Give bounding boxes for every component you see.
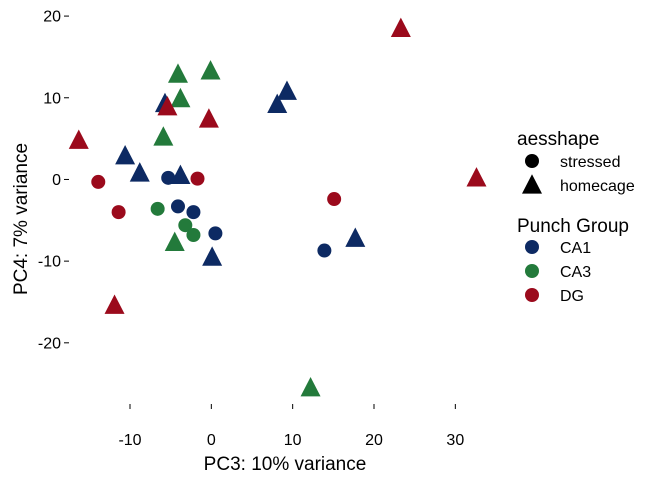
point-dg-triangle (157, 96, 178, 116)
legend-shape-stressed-marker (525, 154, 539, 168)
point-dg-circle (91, 174, 106, 189)
point-ca1-triangle (345, 227, 366, 247)
point-dg-circle (327, 192, 342, 207)
legend-shape-entries: stressed homecage (522, 154, 635, 195)
x-tick-label: -10 (118, 432, 141, 449)
point-ca3-triangle (167, 63, 188, 83)
point-ca1-circle (208, 226, 223, 241)
y-tick-label: -10 (38, 254, 61, 271)
point-ca1-circle (170, 199, 185, 214)
legend-color-entries: CA1 CA3 DG (525, 240, 591, 305)
legend-shape-homecage-marker (522, 174, 542, 194)
point-ca1-circle (161, 170, 176, 185)
point-ca1-circle (317, 243, 332, 258)
y-tick-label: 20 (43, 9, 61, 26)
point-dg-triangle (390, 17, 411, 37)
point-dg-triangle (198, 108, 219, 128)
point-ca3-triangle (153, 126, 174, 146)
x-axis: -10 0 10 20 30 (118, 404, 464, 449)
point-ca3-circle (150, 201, 165, 216)
point-dg-circle (190, 171, 205, 186)
point-ca3-triangle (200, 60, 221, 80)
x-axis-title: PC3: 10% variance (204, 454, 367, 475)
legend-color-ca3-marker (525, 264, 539, 278)
point-ca1-triangle (129, 162, 150, 182)
point-dg-triangle (68, 129, 89, 149)
point-ca3-circle (186, 227, 201, 242)
point-dg-triangle (104, 294, 125, 314)
legend-shape-title: aesshape (517, 129, 599, 150)
point-dg-circle (111, 205, 126, 220)
y-axis: -20 -10 0 10 20 (38, 9, 69, 352)
point-ca3-triangle (164, 231, 185, 252)
legend-color-title: Punch Group (517, 216, 629, 237)
y-tick-label: -20 (38, 335, 61, 352)
x-tick-label: 0 (207, 432, 216, 449)
data-points (68, 17, 487, 397)
point-ca1-triangle (202, 246, 223, 266)
point-ca3-triangle (170, 87, 191, 108)
point-ca1-circle (186, 205, 201, 220)
point-ca3-triangle (300, 377, 321, 397)
x-tick-label: 20 (365, 432, 383, 449)
point-ca1-triangle (276, 80, 297, 100)
legend-color-dg-label: DG (560, 288, 584, 305)
y-axis-title: PC4: 7% variance (11, 143, 32, 295)
legend: aesshape stressed homecage Punch Group CA… (517, 129, 635, 305)
legend-shape-stressed-label: stressed (560, 154, 620, 171)
point-ca1-triangle (170, 164, 191, 185)
y-tick-label: 0 (52, 172, 61, 189)
legend-color-ca1-marker (525, 240, 539, 254)
legend-color-ca3-label: CA3 (560, 264, 591, 281)
point-ca1-triangle (267, 93, 288, 113)
legend-color-ca1-label: CA1 (560, 240, 591, 257)
x-tick-label: 30 (446, 432, 464, 449)
legend-shape-homecage-label: homecage (560, 178, 635, 195)
legend-color-dg-marker (525, 288, 539, 302)
point-dg-triangle (466, 167, 487, 187)
x-tick-label: 10 (284, 432, 302, 449)
point-ca3-circle (178, 218, 193, 233)
y-tick-label: 10 (43, 90, 61, 107)
point-ca1-triangle (115, 145, 136, 165)
